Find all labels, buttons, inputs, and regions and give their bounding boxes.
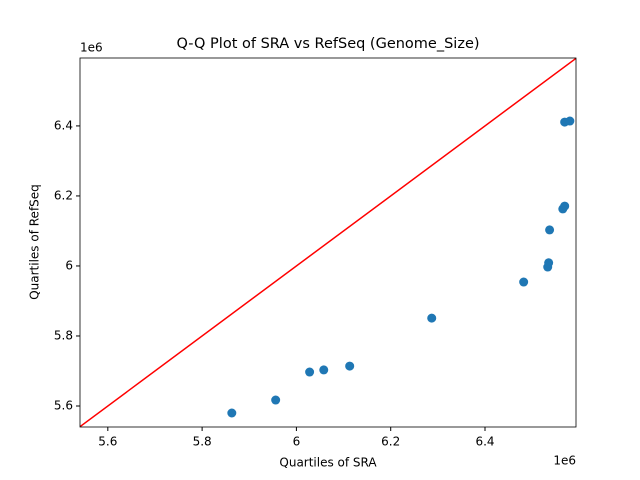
x-tick-label: 6 (293, 435, 301, 449)
y-tick-label: 5.8 (54, 328, 73, 342)
point (427, 313, 437, 323)
point (305, 367, 315, 377)
point (519, 277, 529, 287)
point (544, 258, 554, 268)
x-axis-label: Quartiles of SRA (279, 456, 377, 470)
plot-frame (79, 57, 577, 428)
y-tick-label: 6.2 (54, 188, 73, 202)
chart-title: Q-Q Plot of SRA vs RefSeq (Genome_Size) (176, 36, 479, 52)
point (545, 225, 555, 235)
y-tick-label: 6 (65, 258, 73, 272)
reference-line (80, 58, 576, 427)
point (271, 395, 281, 405)
y-offset-label: 1e6 (80, 41, 103, 55)
point (565, 116, 575, 126)
y-tick-label: 6.4 (54, 118, 73, 132)
y-axis-label: Quartiles of RefSeq (28, 184, 42, 300)
point (560, 201, 570, 211)
x-tick-label: 5.8 (193, 435, 212, 449)
point (345, 361, 355, 371)
y-tick-label: 5.6 (54, 398, 73, 412)
x-tick-label: 6.2 (381, 435, 400, 449)
x-tick-label: 6.4 (475, 435, 494, 449)
point (227, 408, 237, 418)
point (319, 365, 329, 375)
x-tick-label: 5.6 (98, 435, 117, 449)
x-offset-label: 1e6 (553, 454, 576, 468)
